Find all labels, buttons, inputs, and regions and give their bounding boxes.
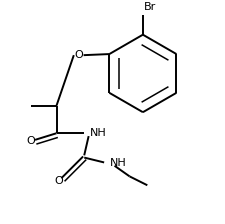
Text: NH: NH bbox=[109, 158, 126, 168]
Text: O: O bbox=[74, 50, 83, 60]
Text: O: O bbox=[54, 176, 63, 186]
Text: O: O bbox=[27, 136, 35, 146]
Text: Br: Br bbox=[143, 2, 155, 12]
Text: NH: NH bbox=[89, 128, 106, 138]
